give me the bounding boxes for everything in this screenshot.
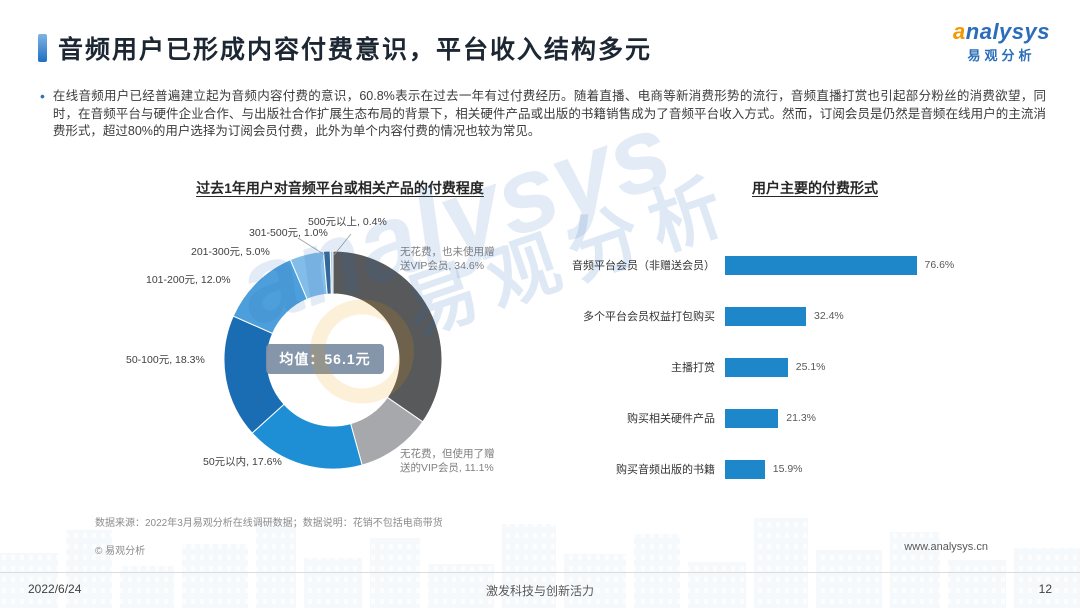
bar-chart-title: 用户主要的付费形式 — [752, 180, 878, 196]
footer-date: 2022/6/24 — [28, 582, 82, 596]
bar-row: 购买音频出版的书籍 15.9% — [565, 459, 1065, 479]
bar-value-label: 25.1% — [795, 361, 826, 373]
leader-line — [333, 233, 352, 256]
bar-row: 购买相关硬件产品 21.3% — [565, 408, 1065, 428]
donut-average-badge: 均值：56.1元 — [266, 344, 384, 374]
bar-category-label: 主播打赏 — [671, 362, 715, 374]
donut-chart-title: 过去1年用户对音频平台或相关产品的付费程度 — [196, 180, 484, 196]
page-title: 音频用户已形成内容付费意识，平台收入结构多元 — [58, 36, 653, 64]
bar-category-label: 多个平台会员权益打包购买 — [583, 311, 715, 323]
bar-chart-panel: 用户主要的付费形式 音频平台会员（非赠送会员） 76.6% 多个平台会员权益打包购买… — [565, 172, 1065, 520]
bar-value-label: 15.9% — [772, 463, 803, 475]
bar-category-label: 购买音频出版的书籍 — [616, 464, 715, 476]
bar — [725, 306, 806, 326]
bar-row: 主播打赏 25.1% — [565, 357, 1065, 377]
bar-value-label: 21.3% — [786, 412, 817, 424]
bullet-icon: • — [40, 88, 45, 104]
bar-category-label: 音频平台会员（非赠送会员） — [572, 260, 715, 272]
donut-slice — [332, 250, 443, 423]
bar-category-label: 购买相关硬件产品 — [627, 413, 715, 425]
analysys-logo: analysys 易观分析 — [953, 19, 1050, 64]
leader-line — [297, 237, 326, 256]
copyright-label: © 易观分析 — [95, 546, 146, 557]
title-accent-bar — [38, 34, 47, 62]
bar-chart: 音频平台会员（非赠送会员） 76.6% 多个平台会员权益打包购买 32.4% 主播打赏 2… — [565, 255, 1065, 479]
summary-text: 在线音频用户已经普遍建立起为音频内容付费的意识，60.8%表示在过去一年有过付费… — [52, 89, 1046, 138]
bar — [725, 357, 788, 377]
analysys-logo-wordmark: analysys — [953, 19, 1050, 44]
data-source-note: 数据来源：2022年3月易观分析在线调研数据；数据说明：花销不包括电商带货 — [95, 518, 443, 529]
donut-chart — [223, 233, 443, 470]
bar-row: 多个平台会员权益打包购买 32.4% — [565, 306, 1065, 326]
bar-value-label: 32.4% — [814, 310, 844, 322]
analysys-logo-chinese: 易观分析 — [967, 48, 1036, 64]
page-number: 12 — [1038, 582, 1052, 596]
bar — [725, 459, 765, 479]
summary-paragraph: • 在线音频用户已经普遍建立起为音频内容付费的意识，60.8%表示在过去一年有过… — [40, 88, 1046, 141]
bar-row: 音频平台会员（非赠送会员） 76.6% — [565, 255, 1065, 275]
bar-value-label: 76.6% — [924, 259, 955, 271]
donut-chart-panel: 过去1年用户对音频平台或相关产品的付费程度 无花费，也未使用赠 送VIP会员, … — [55, 172, 625, 520]
header: 音频用户已形成内容付费意识，平台收入结构多元 — [38, 30, 652, 66]
donut-slice — [329, 250, 334, 295]
footer-slogan: 激发科技与创新活力 — [485, 584, 594, 598]
bar — [725, 255, 917, 275]
footer-divider — [0, 572, 1080, 573]
city-skyline-background — [0, 518, 1080, 608]
website-url: www.analysys.cn — [904, 541, 988, 553]
bar — [725, 408, 779, 428]
